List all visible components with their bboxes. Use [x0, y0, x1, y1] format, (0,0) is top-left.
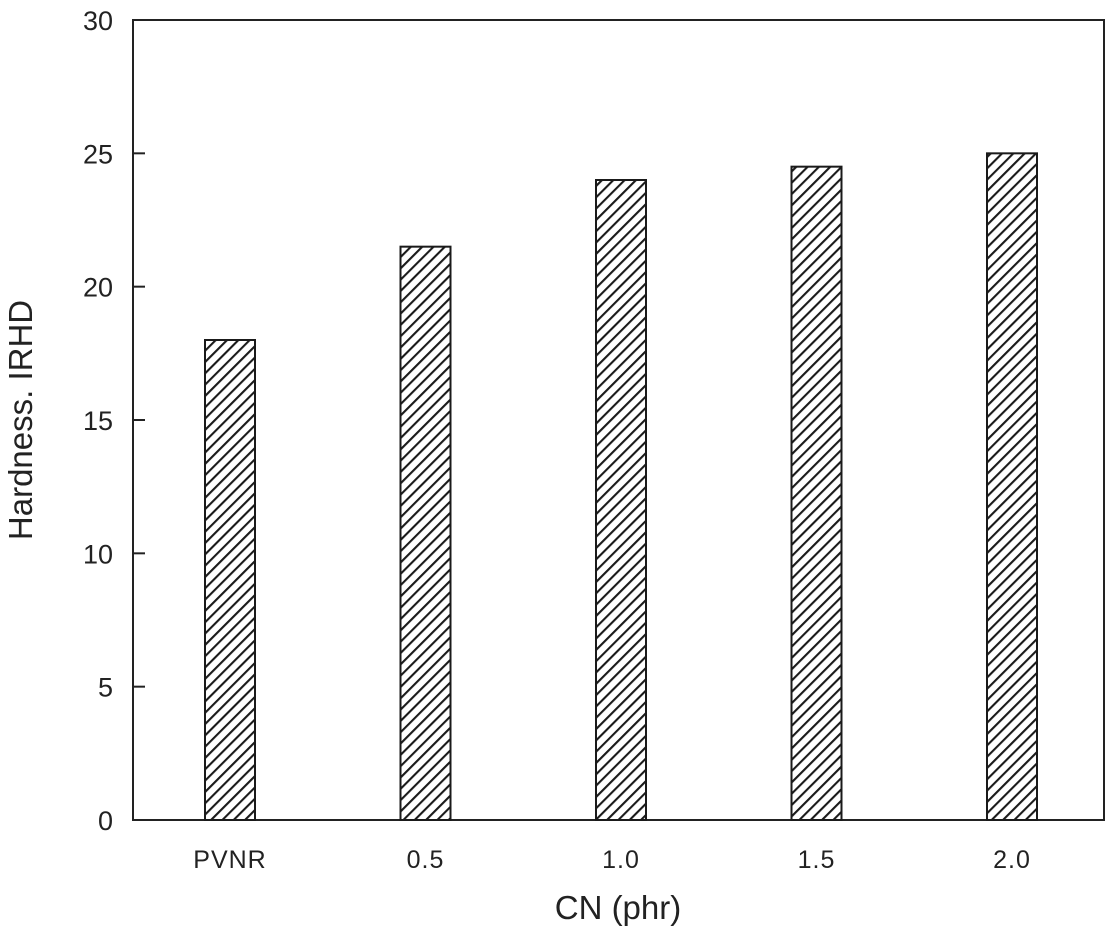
bar-2-0 — [986, 152, 1038, 822]
y-tick-label: 15 — [83, 406, 113, 436]
x-tick-label: 1.0 — [602, 846, 640, 874]
x-tick-label: 0.5 — [407, 846, 445, 874]
bar-1-5 — [790, 165, 843, 821]
x-tick-label: PVNR — [193, 846, 266, 874]
y-tick-label: 5 — [98, 673, 113, 703]
bar-pvnr — [204, 339, 256, 821]
x-axis-tick-labels: PVNR 0.5 1.0 1.5 2.0 — [193, 846, 1031, 874]
y-tick-label: 10 — [83, 539, 113, 569]
y-tick-label: 0 — [98, 806, 113, 836]
x-tick-label: 1.5 — [798, 846, 836, 874]
y-tick-label: 20 — [83, 273, 113, 303]
bars — [204, 152, 1038, 822]
x-axis-title: CN (phr) — [555, 889, 682, 926]
bar-0-5 — [399, 245, 452, 821]
y-axis-ticks: 0 5 10 15 20 25 30 — [83, 6, 145, 836]
bar-1-0 — [595, 179, 647, 821]
y-axis-title: Hardness. IRHD — [2, 300, 39, 540]
x-tick-label: 2.0 — [993, 846, 1031, 874]
y-tick-label: 25 — [83, 139, 113, 169]
y-tick-label: 30 — [83, 6, 113, 36]
